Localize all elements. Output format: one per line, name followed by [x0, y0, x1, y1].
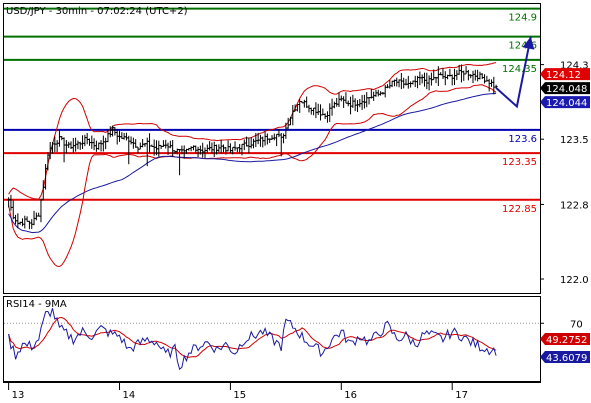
level-label-0: 124.9 — [508, 13, 537, 24]
bid-price-tag-bg — [540, 96, 590, 109]
rsi-title: RSI14 - 9MA — [6, 299, 67, 310]
level-label-2: 124.35 — [502, 64, 537, 75]
rsi-ma-value-tag: 49.2752 — [540, 333, 590, 346]
bid-price-tag: 124.044 — [540, 96, 590, 109]
price-ytick-label-1: 122.8 — [560, 200, 589, 211]
rsi-panel-frame — [3, 296, 541, 382]
level-label-5: 122.85 — [502, 204, 537, 215]
x-tick-label-3: 16 — [344, 390, 357, 401]
forecast-arrow-head — [522, 36, 535, 50]
rsi-ytick-label-0: 70 — [570, 319, 583, 330]
moving-average-line — [8, 92, 497, 233]
x-tick-label-4: 17 — [455, 390, 468, 401]
price-ytick-label-0: 122.0 — [560, 275, 589, 286]
bollinger-lower-line — [8, 84, 497, 268]
x-tick-label-0: 13 — [12, 390, 25, 401]
level-label-4: 123.35 — [502, 157, 537, 168]
rsi-value-tag: 43.6079 — [540, 351, 590, 364]
rsi-ma-value-tag-text: 49.2752 — [546, 335, 587, 346]
rsi-ma-line — [8, 316, 497, 358]
forecast-arrow-path — [495, 36, 532, 109]
main-panel-frame — [3, 3, 541, 294]
level-label-3: 123.6 — [508, 134, 537, 145]
last-price-tag-bg — [540, 82, 590, 95]
rsi-value-tag-bg — [540, 351, 590, 364]
x-tick-label-1: 14 — [123, 390, 136, 401]
ask-price-tag-text: 124.12 — [546, 70, 581, 81]
ask-price-tag-bg — [540, 68, 590, 81]
rsi-line — [8, 308, 497, 371]
level-label-1: 124.6 — [508, 41, 537, 52]
price-ytick-label-3: 124.3 — [560, 61, 589, 72]
last-price-tag-text: 124.048 — [546, 84, 587, 95]
rsi-ma-value-tag-bg — [540, 333, 590, 346]
rsi-value-tag-text: 43.6079 — [546, 353, 587, 364]
x-tick-label-2: 15 — [233, 390, 246, 401]
price-ytick-label-2: 123.5 — [560, 135, 589, 146]
bid-price-tag-text: 124.044 — [546, 98, 587, 109]
last-price-tag: 124.048 — [540, 82, 590, 95]
bollinger-upper-line — [8, 62, 497, 200]
ask-price-tag: 124.12 — [540, 68, 590, 81]
chart-title: USD/JPY - 30min - 07:02:24 (UTC+2) — [6, 6, 188, 17]
